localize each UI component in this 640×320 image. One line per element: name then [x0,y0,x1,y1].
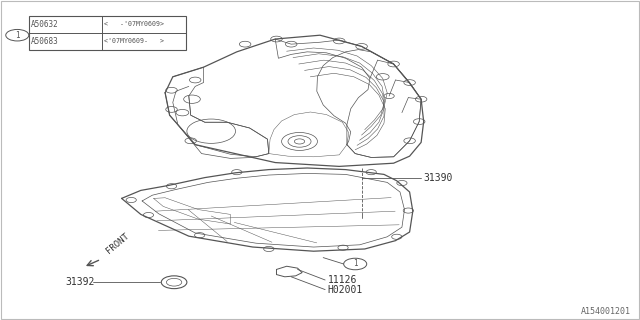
Text: 1: 1 [353,260,358,268]
Text: FRONT: FRONT [104,232,131,256]
Text: A50683: A50683 [31,37,58,46]
Text: 1: 1 [15,31,20,40]
Text: 11126: 11126 [328,275,357,285]
Text: 31390: 31390 [424,172,453,183]
Text: A50632: A50632 [31,20,58,29]
Text: A154001201: A154001201 [580,307,630,316]
Text: <   -'07MY0609>: < -'07MY0609> [104,21,164,28]
Text: H02001: H02001 [328,284,363,295]
Text: <'07MY0609-   >: <'07MY0609- > [104,38,164,44]
Text: 31392: 31392 [65,277,95,287]
